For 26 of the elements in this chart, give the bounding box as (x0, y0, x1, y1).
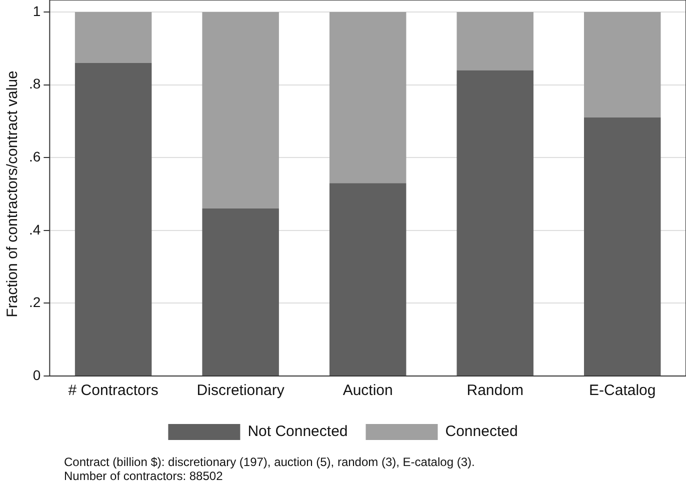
x-tick-label: Discretionary (196, 382, 285, 400)
text: Number of contractors: 88502 (64, 469, 224, 483)
y-axis-title: Fraction of contractors/contract value (4, 70, 22, 318)
bar (202, 12, 279, 209)
legend-label: Connected (445, 423, 518, 440)
y-tick-label: .8 (28, 76, 41, 92)
y-tick-label: 0 (32, 366, 41, 383)
bar (202, 208, 279, 376)
bar (74, 12, 152, 63)
bar (584, 12, 661, 118)
y-tick-label: .4 (28, 221, 41, 238)
bar (74, 62, 152, 376)
x-tick-label: Auction (342, 382, 393, 400)
x-tick-label: E-Catalog (589, 382, 656, 400)
x-tick-label: # Contractors (68, 382, 158, 400)
legend-label: Not Connected (248, 423, 348, 440)
y-tick-label: .2 (28, 294, 41, 310)
y-tick-label: .6 (28, 148, 41, 164)
bar (584, 118, 661, 376)
text: Contract (billion $): discretionary (197), auction (5), random (3), E-catalog (3). (64, 455, 475, 469)
y-tick-label: 1 (32, 2, 41, 19)
bar (329, 12, 406, 184)
x-tick-label: Random (466, 382, 524, 400)
bar (329, 183, 406, 376)
bar (456, 70, 534, 376)
bar (456, 12, 534, 70)
